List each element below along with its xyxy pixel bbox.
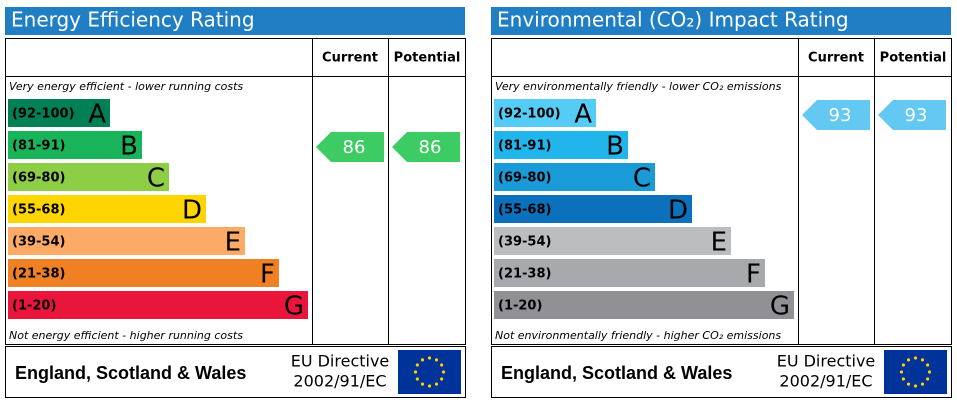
rating-value: 93 [829,105,852,126]
header-current: Current [322,51,378,66]
band-range: (1-20) [498,299,542,314]
band-bar [494,99,596,127]
eu-star [899,370,904,374]
band-letter: A [88,100,106,130]
eu-star [926,363,930,367]
bottom-note: Not environmentally friendly - higher CO… [495,329,781,342]
band-letter: D [182,196,202,226]
eu-star [913,356,918,360]
band-letter: G [284,292,304,322]
eu-star [440,377,444,381]
footer-region: England, Scotland & Wales [15,363,246,383]
eu-star [906,382,911,386]
eu-star [420,382,425,386]
band-range: (55-68) [12,203,65,218]
eu-star [413,370,418,374]
rating-value: 86 [343,137,366,158]
footer-directive: EU Directive [291,352,390,371]
rating-arrow [802,100,870,130]
top-note: Very environmentally friendly - lower CO… [495,80,782,93]
rating-arrow [878,100,946,130]
header-current: Current [808,51,864,66]
rating-arrow [316,132,384,162]
eu-star [440,363,444,367]
band-range: (1-20) [12,299,56,314]
band-letter: E [225,228,241,258]
panel-title: Energy Efficiency Rating [11,8,255,32]
header-potential: Potential [880,51,947,66]
eu-star [920,358,925,362]
eu-star [920,382,925,386]
eu-star [415,377,419,381]
band-range: (21-38) [498,267,551,282]
band-letter: C [147,164,165,194]
band-bar [494,195,692,223]
band-range: (55-68) [498,203,551,218]
title-bar [5,7,465,35]
band-bar [8,291,308,319]
band-letter: G [770,292,790,322]
eu-star [901,377,905,381]
band-letter: F [260,260,275,290]
footer-region: England, Scotland & Wales [501,363,732,383]
band-bar [494,131,628,159]
band-letter: A [574,100,592,130]
band-range: (92-100) [498,107,561,122]
rating-value: 93 [905,105,928,126]
rating-value: 86 [419,137,442,158]
eu-star [420,358,425,362]
panel-title: Environmental (CO₂) Impact Rating [497,8,849,32]
eu-star [906,358,911,362]
band-bar [8,163,169,191]
panel-box [491,38,952,345]
eu-star [927,370,932,374]
band-range: (39-54) [498,235,551,250]
band-letter: C [633,164,651,194]
band-bar [8,227,245,255]
eu-star [427,384,432,388]
band-range: (69-80) [498,171,551,186]
eu-star [441,370,446,374]
eu-star [926,377,930,381]
eu-star [913,384,918,388]
footer-box [491,346,952,398]
eu-star [901,363,905,367]
band-letter: F [746,260,761,290]
top-note: Very energy efficient - lower running co… [9,80,243,93]
eu-star [434,382,439,386]
band-range: (69-80) [12,171,65,186]
band-range: (92-100) [12,107,75,122]
band-letter: B [606,132,624,162]
band-letter: E [711,228,727,258]
band-letter: D [668,196,688,226]
header-potential: Potential [394,51,461,66]
band-letter: B [120,132,138,162]
eu-star [415,363,419,367]
eu-star [434,358,439,362]
band-bar [8,259,279,287]
band-range: (81-91) [12,139,65,154]
band-bar [8,99,110,127]
rating-arrow [392,132,460,162]
bottom-note: Not energy efficient - higher running co… [9,329,243,342]
footer-directive: EU Directive [777,352,876,371]
band-bar [494,163,655,191]
footer-directive: 2002/91/EC [293,372,386,391]
band-range: (21-38) [12,267,65,282]
band-bar [8,195,206,223]
band-bar [494,227,731,255]
band-bar [8,131,142,159]
eu-star [427,356,432,360]
band-bar [494,291,794,319]
footer-box [5,346,466,398]
band-bar [494,259,765,287]
panel-box [5,38,466,345]
title-bar [491,7,951,35]
band-range: (39-54) [12,235,65,250]
band-range: (81-91) [498,139,551,154]
footer-directive: 2002/91/EC [779,372,872,391]
